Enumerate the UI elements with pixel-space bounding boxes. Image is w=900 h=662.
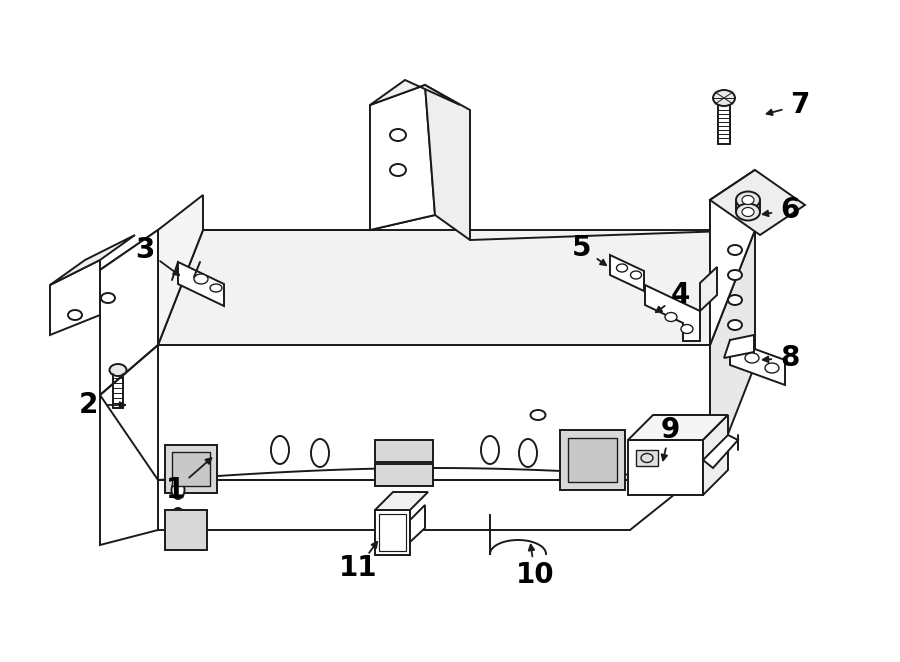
Ellipse shape — [101, 293, 115, 303]
Ellipse shape — [210, 284, 222, 292]
Ellipse shape — [110, 364, 127, 376]
Polygon shape — [50, 235, 135, 285]
Text: 7: 7 — [790, 91, 810, 119]
Polygon shape — [703, 435, 738, 468]
Bar — [375, 464, 433, 486]
Polygon shape — [425, 85, 470, 240]
Bar — [560, 430, 625, 490]
Ellipse shape — [728, 320, 742, 330]
Ellipse shape — [765, 363, 779, 373]
Ellipse shape — [745, 353, 759, 363]
Bar — [172, 452, 210, 486]
Polygon shape — [100, 200, 203, 270]
Bar — [636, 450, 658, 466]
Ellipse shape — [194, 274, 208, 284]
Bar — [165, 510, 207, 550]
Text: 3: 3 — [135, 236, 155, 264]
Polygon shape — [100, 230, 158, 395]
Ellipse shape — [742, 195, 754, 205]
Polygon shape — [700, 267, 717, 311]
Ellipse shape — [519, 439, 537, 467]
Ellipse shape — [481, 436, 499, 464]
Text: 5: 5 — [572, 234, 592, 262]
Ellipse shape — [713, 90, 735, 106]
Ellipse shape — [736, 191, 760, 209]
Ellipse shape — [390, 164, 406, 176]
Polygon shape — [710, 170, 755, 345]
Polygon shape — [370, 85, 435, 230]
Text: 2: 2 — [78, 391, 98, 419]
Ellipse shape — [742, 207, 754, 216]
Ellipse shape — [728, 245, 742, 255]
Polygon shape — [370, 80, 460, 105]
Ellipse shape — [736, 203, 760, 220]
Polygon shape — [710, 230, 755, 480]
Bar — [165, 445, 217, 493]
Ellipse shape — [641, 453, 653, 463]
Ellipse shape — [665, 312, 677, 322]
Ellipse shape — [631, 271, 642, 279]
Polygon shape — [645, 285, 700, 341]
Ellipse shape — [681, 324, 693, 334]
Polygon shape — [158, 345, 710, 480]
Ellipse shape — [728, 270, 742, 280]
Text: 6: 6 — [780, 196, 800, 224]
Text: 11: 11 — [338, 554, 377, 582]
Polygon shape — [178, 262, 224, 306]
Bar — [375, 440, 433, 462]
Text: 9: 9 — [661, 416, 680, 444]
Polygon shape — [100, 395, 158, 545]
Ellipse shape — [172, 508, 184, 526]
Polygon shape — [724, 335, 754, 358]
Polygon shape — [50, 260, 100, 335]
Bar — [568, 438, 617, 482]
Ellipse shape — [728, 345, 742, 355]
Text: 10: 10 — [516, 561, 554, 589]
Text: 4: 4 — [670, 281, 689, 309]
Bar — [628, 440, 703, 495]
Ellipse shape — [172, 481, 184, 499]
Polygon shape — [410, 505, 425, 542]
Polygon shape — [703, 415, 728, 495]
Bar — [375, 510, 410, 555]
Polygon shape — [158, 195, 203, 345]
Ellipse shape — [311, 439, 329, 467]
Text: 8: 8 — [780, 344, 800, 372]
Polygon shape — [158, 230, 755, 345]
Polygon shape — [710, 170, 755, 345]
Ellipse shape — [616, 264, 627, 272]
Ellipse shape — [271, 436, 289, 464]
Polygon shape — [375, 492, 428, 510]
Polygon shape — [730, 340, 785, 385]
Ellipse shape — [390, 129, 406, 141]
Ellipse shape — [68, 310, 82, 320]
Polygon shape — [628, 415, 728, 440]
Ellipse shape — [530, 410, 545, 420]
Bar — [379, 514, 406, 551]
Ellipse shape — [728, 295, 742, 305]
Text: 1: 1 — [166, 476, 184, 504]
Polygon shape — [610, 255, 644, 291]
Polygon shape — [710, 170, 805, 235]
